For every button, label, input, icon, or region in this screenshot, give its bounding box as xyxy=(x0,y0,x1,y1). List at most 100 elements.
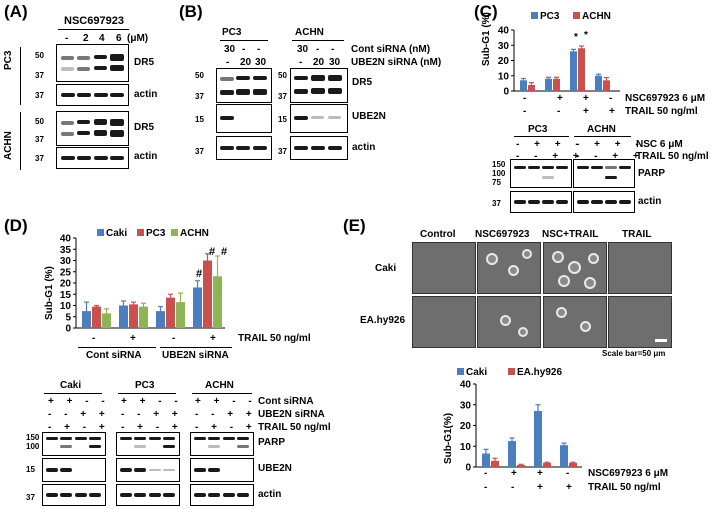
panel-d-blot-r2-pc3: - - + + xyxy=(121,409,183,420)
panel-e-ytick-label: 10 xyxy=(460,442,472,453)
panel-a-unit: (μM) xyxy=(127,33,149,44)
panel-d-blot-r1-caki: + + - - xyxy=(48,396,110,407)
panel-d-group-ube2n: UBE2N siRNA xyxy=(162,350,229,361)
panel-b-mw-7: 15 xyxy=(278,115,287,124)
panel-d-ytick-label: 30 xyxy=(60,256,72,267)
panel-d-mw-4: 37 xyxy=(26,493,35,502)
panel-b-r2-pc3-1: - xyxy=(226,57,230,68)
panel-d-blot-r1-achn: + + - - xyxy=(195,396,257,407)
panel-e-legend-eahy-swatch xyxy=(508,368,515,375)
panel-e-photo-caki-trail xyxy=(608,242,672,294)
panel-e-row-caki: Caki xyxy=(375,263,397,274)
panel-c-blot-row1-label: NSC 6 μM xyxy=(636,139,683,150)
panel-b-r1-pc3-3: - xyxy=(257,44,261,55)
panel-c-legend-pc3: PC3 xyxy=(540,11,560,22)
panel-b-blot-achn-ube2n xyxy=(290,104,348,133)
panel-d-legend-pc3: PC3 xyxy=(146,228,166,239)
panel-c-r2-1: - xyxy=(523,106,527,117)
panel-a-achn-bracket xyxy=(20,112,21,170)
panel-a-dose-4: 6 xyxy=(116,33,122,44)
panel-d-blot-r3-achn: - + - + xyxy=(195,422,257,433)
panel-d-trail-2: + xyxy=(130,333,136,344)
panel-c-blot-achn-actin xyxy=(573,191,635,213)
panel-c-bar xyxy=(578,48,585,91)
panel-c-legend-achn-swatch xyxy=(573,12,580,19)
panel-d-chart: Caki PC3 ACHN Sub-G1 (%) 051015202530354… xyxy=(44,228,227,335)
panel-a-band-actin-achn: actin xyxy=(134,151,158,162)
panel-d-trail-label: TRAIL 50 ng/ml xyxy=(238,333,311,344)
panel-d-ytick-label: 15 xyxy=(60,290,72,301)
panel-a-header-line xyxy=(58,29,129,30)
panel-d-legend-caki: Caki xyxy=(106,228,127,239)
panel-a-pc3-bracket xyxy=(20,47,21,105)
panel-c-band-actin: actin xyxy=(638,196,662,207)
panel-e-r1-3: + xyxy=(537,468,543,479)
panel-e-photo-eahy-nsc-trail xyxy=(543,296,607,348)
panel-e-legend-caki-swatch xyxy=(457,368,464,375)
panel-d-blot-caki-line xyxy=(44,393,102,394)
panel-a-mw-4: 50 xyxy=(35,117,44,126)
panel-c-blot-pc3-line xyxy=(514,136,569,137)
panel-c-bar xyxy=(595,75,602,91)
panel-d-ytick-label: 20 xyxy=(60,279,72,290)
panel-d-bar xyxy=(129,304,138,328)
panel-c-r2-2: - xyxy=(557,106,561,117)
panel-c-ytick-label: 10 xyxy=(498,71,510,82)
panel-a-label: (A) xyxy=(4,2,28,21)
panel-d-ytick-label: 0 xyxy=(65,324,71,335)
panel-d-legend-pc3-swatch xyxy=(137,229,144,236)
panel-b-mw-2: 37 xyxy=(195,92,204,101)
panel-b-row2-label: UBE2N siRNA (nM) xyxy=(351,57,442,68)
panel-d-band-ube2n: UBE2N xyxy=(258,463,292,474)
panel-e-photo-eahy-control xyxy=(412,296,476,348)
panel-c-bar xyxy=(553,78,560,91)
panel-d-bar xyxy=(176,302,185,328)
panel-b-blot-achn-actin xyxy=(290,136,348,160)
panel-c-bar xyxy=(520,80,527,91)
panel-d-blot-row1-label: Cont siRNA xyxy=(258,396,314,407)
panel-c-blot-r2-pc3: - - + + xyxy=(516,151,585,162)
panel-d-blot-pc3-line xyxy=(118,393,176,394)
panel-c-blot-row2-label: TRAIL 50 ng/ml xyxy=(636,151,709,162)
panel-e-r2-2: - xyxy=(511,482,515,493)
panel-a-blot-pc3-actin xyxy=(56,84,129,106)
panel-a-mw-2: 37 xyxy=(35,71,44,80)
panel-b-r2-achn-3: 30 xyxy=(329,57,341,68)
panel-e-photo-eahy-trail xyxy=(608,296,672,348)
panel-d-band-parp: PARP xyxy=(258,437,286,448)
panel-c-ytick-label: 30 xyxy=(498,41,510,52)
panel-b-blot-pc3-actin xyxy=(216,136,272,160)
panel-b-r2-pc3-2: 20 xyxy=(240,57,252,68)
panel-c-r1-1: - xyxy=(523,93,527,104)
panel-d-ytick-label: 40 xyxy=(60,234,72,245)
panel-c-row1-label: NSC697923 6 μM xyxy=(625,93,706,104)
panel-d-blot-pc3-ube2n xyxy=(116,458,180,482)
panel-c-blot-pc3-parp xyxy=(510,159,572,188)
panel-d-trail-4: + xyxy=(210,333,216,344)
panel-d-legend-achn: ACHN xyxy=(180,228,209,239)
panel-d-ytick-label: 5 xyxy=(65,312,71,323)
panel-e-legend-caki: Caki xyxy=(466,367,487,378)
panel-e-r2-1: - xyxy=(484,482,488,493)
panel-c-asterisk-2: * xyxy=(584,30,588,41)
panel-e-ylabel: Sub-G1(%) xyxy=(443,413,454,464)
panel-b-row1-label: Cont siRNA (nM) xyxy=(351,44,431,55)
panel-e-label: (E) xyxy=(343,216,366,235)
panel-d-group-cont: Cont siRNA xyxy=(86,350,142,361)
panel-e-r1-2: + xyxy=(511,468,517,479)
panel-b-band-ube2n: UBE2N xyxy=(352,111,386,122)
panel-d-blot-achn-actin xyxy=(190,484,254,506)
panel-c-mw-4: 37 xyxy=(492,199,501,208)
panel-d-blot-r2-achn: - - + + xyxy=(195,409,257,420)
panel-d-bar xyxy=(92,306,101,328)
panel-d-trail-1: - xyxy=(92,333,96,344)
panel-e-bar xyxy=(517,464,525,467)
panel-c-blot-cell-pc3: PC3 xyxy=(528,124,548,135)
panel-e-row1-label: NSC697923 6 μM xyxy=(588,468,669,479)
panel-c-blot-cell-achn: ACHN xyxy=(587,124,616,135)
panel-b-blot-pc3-dr5 xyxy=(216,68,272,103)
panel-e-row-eahy: EA.hy926 xyxy=(360,315,406,326)
panel-b-mw-6: 37 xyxy=(278,92,287,101)
panel-e-photo-caki-nsc xyxy=(477,242,541,294)
panel-d-legend-achn-swatch xyxy=(171,229,178,236)
